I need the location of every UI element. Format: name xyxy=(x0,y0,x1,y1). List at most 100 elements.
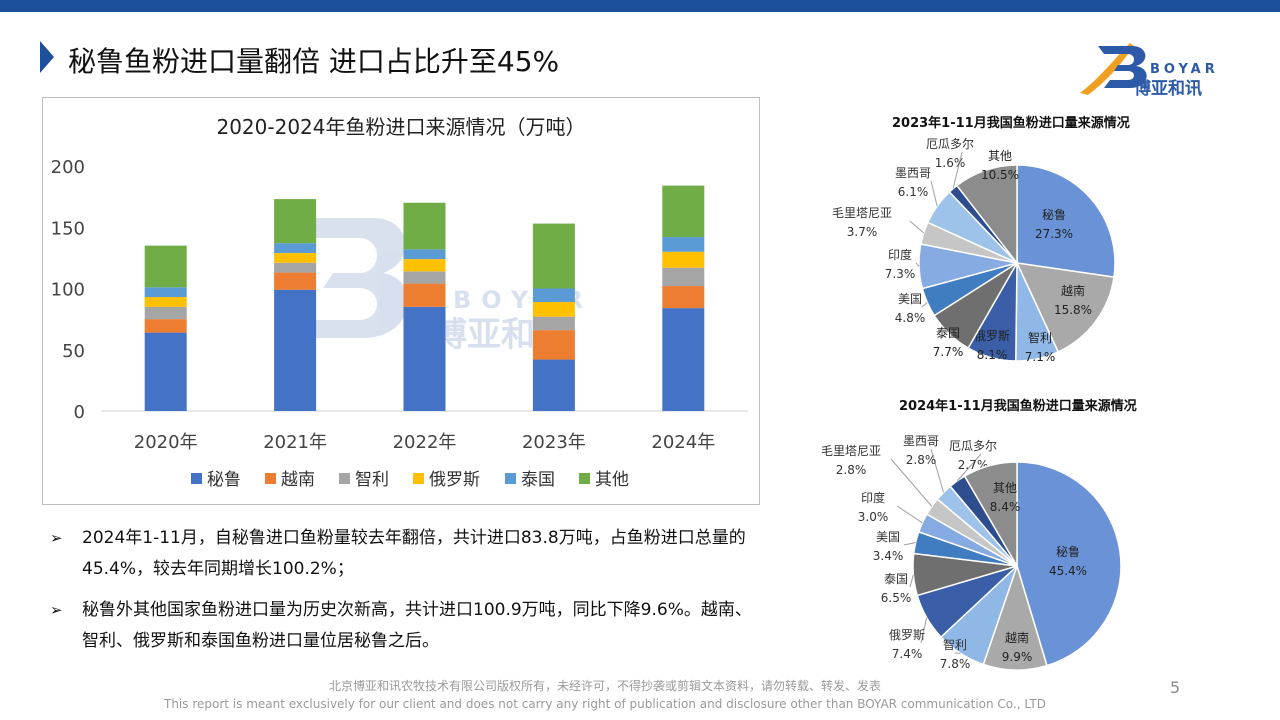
top-banner xyxy=(0,0,1280,12)
x-tick-label: 2021年 xyxy=(263,432,327,453)
bar-segment-越南-2023年 xyxy=(532,330,575,360)
pie-label-智利: 智利 xyxy=(943,637,967,652)
watermark-b-icon xyxy=(293,218,409,338)
x-tick-label: 2020年 xyxy=(134,432,198,453)
legend-swatch-越南 xyxy=(265,473,276,484)
y-tick-label: 100 xyxy=(51,280,85,301)
bar-segment-智利-2022年 xyxy=(403,271,446,284)
bar-legend: 秘鲁 越南 智利 俄罗斯 泰国 其他 xyxy=(191,470,629,490)
title-arrow-icon xyxy=(40,41,54,73)
pie-value-秘鲁: 27.3% xyxy=(1035,227,1073,241)
bar-segment-秘鲁-2020年 xyxy=(144,332,187,411)
bullet-item-1: ➢ 2024年1-11月，自秘鲁进口鱼粉量较去年翻倍，共计进口83.8万吨，占鱼… xyxy=(50,523,760,585)
pie-value-泰国: 6.5% xyxy=(881,591,912,605)
bar-chart-title: 2020-2024年鱼粉进口来源情况（万吨） xyxy=(216,115,585,139)
pie-label-墨西哥: 墨西哥 xyxy=(895,166,931,180)
legend-swatch-智利 xyxy=(339,473,350,484)
bar-segment-越南-2020年 xyxy=(144,319,187,333)
bullet-list: ➢ 2024年1-11月，自秘鲁进口鱼粉量较去年翻倍，共计进口83.8万吨，占鱼… xyxy=(50,523,760,667)
bar-segment-智利-2021年 xyxy=(274,262,317,273)
pie-label-厄瓜多尔: 厄瓜多尔 xyxy=(949,438,997,453)
pie-value-墨西哥: 6.1% xyxy=(898,185,929,199)
pie-label-越南: 越南 xyxy=(1061,283,1085,298)
pie-label-美国: 美国 xyxy=(898,292,922,306)
pie-leader-line xyxy=(903,542,916,546)
y-tick-label: 50 xyxy=(62,341,85,362)
bar-segment-越南-2021年 xyxy=(274,272,317,290)
bar-segment-泰国-2021年 xyxy=(274,243,317,253)
x-tick-label: 2023年 xyxy=(522,432,586,453)
pie-value-越南: 15.8% xyxy=(1054,303,1092,317)
bullet-text-2: 秘鲁外其他国家鱼粉进口量为历史次新高，共计进口100.9万吨，同比下降9.6%。… xyxy=(82,600,752,651)
bar-segment-越南-2022年 xyxy=(403,283,446,307)
pie-label-墨西哥: 墨西哥 xyxy=(903,434,939,448)
bar-segment-智利-2023年 xyxy=(532,316,575,331)
pie-leader-line xyxy=(915,262,920,267)
page-number: 5 xyxy=(1170,678,1181,697)
bar-segment-泰国-2024年 xyxy=(662,237,705,252)
y-tick-label: 150 xyxy=(51,218,85,239)
pie-label-秘鲁: 秘鲁 xyxy=(1056,545,1080,559)
bar-segment-秘鲁-2023年 xyxy=(532,359,575,411)
bullet-item-2: ➢ 秘鲁外其他国家鱼粉进口量为历史次新高，共计进口100.9万吨，同比下降9.6… xyxy=(50,595,760,657)
pie-value-毛里塔尼亚: 2.8% xyxy=(836,463,867,477)
legend-swatch-泰国 xyxy=(505,473,516,484)
pie-leader-line xyxy=(956,453,982,482)
bar-segment-秘鲁-2021年 xyxy=(274,289,317,411)
bar-segment-其他-2023年 xyxy=(532,223,575,289)
pie-value-毛里塔尼亚: 3.7% xyxy=(847,225,878,239)
legend-label-越南: 越南 xyxy=(281,470,315,490)
x-tick-label: 2024年 xyxy=(651,432,715,453)
bar-segment-泰国-2023年 xyxy=(532,288,575,302)
legend-label-其他: 其他 xyxy=(595,470,629,490)
pie-leader-line xyxy=(890,458,933,507)
bar-segment-泰国-2020年 xyxy=(144,287,187,298)
pie-value-其他: 8.4% xyxy=(990,500,1021,514)
bar-segment-秘鲁-2024年 xyxy=(662,308,705,411)
pie-label-毛里塔尼亚: 毛里塔尼亚 xyxy=(832,206,892,220)
pie-value-越南: 9.9% xyxy=(1002,650,1033,664)
bar-segment-俄罗斯-2023年 xyxy=(532,301,575,317)
bar-chart-panel: 2020-2024年鱼粉进口来源情况（万吨） 0 50 100 150 200 BOYAR 博… xyxy=(42,97,760,505)
pie-label-其他: 其他 xyxy=(993,481,1017,495)
pie-value-其他: 10.5% xyxy=(981,168,1019,182)
pie-leader-line xyxy=(930,180,938,207)
legend-swatch-秘鲁 xyxy=(191,473,202,484)
bullet-arrow-icon: ➢ xyxy=(50,601,63,619)
bullet-text-1: 2024年1-11月，自秘鲁进口鱼粉量较去年翻倍，共计进口83.8万吨，占鱼粉进… xyxy=(82,528,746,579)
pie-value-泰国: 7.7% xyxy=(933,345,964,359)
pie-leader-line xyxy=(921,302,928,308)
pie-value-俄罗斯: 7.4% xyxy=(892,647,923,661)
logo-english: BOYAR xyxy=(1150,62,1219,77)
bar-segment-秘鲁-2022年 xyxy=(403,306,446,411)
pie-leader-line xyxy=(930,448,944,493)
logo-chinese: 博亚和讯 xyxy=(1134,79,1202,99)
pie-label-俄罗斯: 俄罗斯 xyxy=(889,628,925,642)
bar-segment-俄罗斯-2022年 xyxy=(403,259,446,272)
bar-segment-智利-2020年 xyxy=(144,306,187,320)
bar-segment-其他-2022年 xyxy=(403,202,446,250)
pie-label-泰国: 泰国 xyxy=(936,326,960,340)
legend-label-俄罗斯: 俄罗斯 xyxy=(429,470,480,490)
footer-copyright-en: This report is meant exclusively for our… xyxy=(164,697,1046,711)
bar-segment-俄罗斯-2024年 xyxy=(662,251,705,268)
pie-value-美国: 3.4% xyxy=(873,549,904,563)
pie-label-俄罗斯: 俄罗斯 xyxy=(974,329,1010,343)
footer-copyright-cn: 北京博亚和讯农牧技术有限公司版权所有，未经许可，不得抄袭或剪辑文本资料，请勿转载… xyxy=(328,679,881,693)
pie-value-俄罗斯: 8.1% xyxy=(977,348,1008,362)
pie-label-美国: 美国 xyxy=(876,530,900,544)
pie-value-智利: 7.1% xyxy=(1025,350,1056,364)
pie-label-印度: 印度 xyxy=(888,247,912,262)
legend-swatch-其他 xyxy=(579,473,590,484)
pie-2023-title: 2023年1-11月我国鱼粉进口量来源情况 xyxy=(892,116,1130,131)
pie-value-智利: 7.8% xyxy=(940,657,971,671)
pie-value-秘鲁: 45.4% xyxy=(1049,564,1087,578)
pie-chart-2024: 秘鲁 45.4% 越南 9.9% 智利 7.8% 俄罗斯 7.4% 泰国 6.5% 美国 3.4% 印度… xyxy=(821,434,1122,671)
bar-segment-越南-2024年 xyxy=(662,286,705,309)
legend-label-泰国: 泰国 xyxy=(521,470,555,490)
page-title: 秘鲁鱼粉进口量翻倍 进口占比升至45% xyxy=(68,45,560,78)
bar-segment-其他-2021年 xyxy=(274,199,317,244)
pie-leader-line xyxy=(909,220,925,234)
legend-label-智利: 智利 xyxy=(355,470,389,490)
pie-leader-line xyxy=(909,574,914,588)
